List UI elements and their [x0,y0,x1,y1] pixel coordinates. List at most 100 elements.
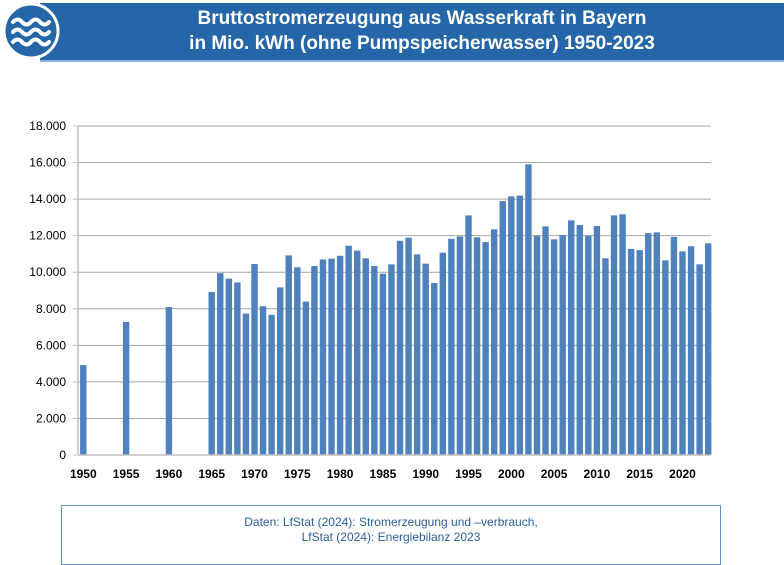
x-tick-label: 2015 [626,467,653,481]
source-line-2: LfStat (2024): Energiebilanz 2023 [301,530,481,544]
y-tick-label: 18.000 [29,119,66,133]
bar-1966 [217,273,224,455]
bar-2017 [653,232,661,455]
bar-2010 [593,225,601,455]
bar-1971 [259,306,267,455]
bar-1977 [311,266,318,455]
bar-1990 [422,263,429,455]
bar-1997 [482,242,489,455]
bar-2011 [602,258,609,455]
x-tick-label: 2005 [541,467,568,481]
water-waves-icon [2,2,60,60]
bar-1998 [490,229,498,455]
x-tick-label: 1955 [113,467,140,481]
bar-2016 [645,233,652,455]
bar-1987 [396,240,404,455]
y-tick-label: 6.000 [36,338,66,352]
bar-1968 [234,282,241,455]
bar-1982 [354,250,361,455]
bar-1967 [225,278,233,455]
bar-1992 [439,252,447,455]
bar-2013 [619,214,626,455]
source-box: Daten: LfStat (2024): Stromerzeugung und… [61,505,721,565]
y-tick-label: 10.000 [29,265,66,279]
bar-1993 [448,238,455,455]
x-tick-label: 2000 [498,467,525,481]
x-tick-label: 1995 [455,467,482,481]
bar-1978 [319,259,327,455]
bar-1974 [285,255,292,455]
bar-chart: 0 2.000 4.000 6.000 8.000 10.000 12.000 14.000 1… [29,119,712,481]
bar-2007 [568,220,575,455]
bar-2019 [670,236,678,455]
source-text: Daten: LfStat (2024): Stromerzeugung und… [62,515,720,545]
bar-2008 [576,225,583,455]
bar-2001 [516,195,524,455]
page-title: Bruttostromerzeugung aus Wasserkraft in … [60,6,784,56]
y-tick-label: 0 [59,448,66,462]
bar-1979 [328,258,335,455]
bar-1973 [276,287,284,455]
bar-2006 [559,235,566,455]
bar-1965 [208,291,215,455]
bar-2023 [704,243,712,455]
axes [73,125,711,456]
bar-2002 [525,164,532,455]
bar-2020 [679,251,686,455]
x-tick-label: 1960 [156,467,183,481]
bar-1989 [413,254,421,455]
bar-2015 [636,250,643,455]
bar-1999 [499,201,506,455]
bar-1995 [465,215,472,455]
bar-2014 [627,249,635,455]
x-tick-label: 1985 [370,467,397,481]
bar-1972 [268,314,275,455]
source-line-1: Daten: LfStat (2024): Stromerzeugung und… [244,515,538,529]
bar-1960 [165,306,173,455]
bar-1975 [294,267,301,455]
bar-2021 [687,246,695,455]
title-line-1: Bruttostromerzeugung aus Wasserkraft in … [197,8,647,29]
y-tick-label: 4.000 [36,375,66,389]
bar-1994 [456,236,464,455]
bar-1976 [302,301,310,455]
bar-2003 [533,235,541,455]
bar-2004 [542,226,549,455]
bars [80,164,712,455]
bar-1980 [336,255,344,455]
y-tick-label: 2.000 [36,411,66,425]
bar-1985 [379,273,387,455]
bar-1955 [122,321,130,455]
x-tick-labels: 1950 1955 1960 1965 1970 1975 1980 1985 1990 1995… [70,467,696,481]
bar-1983 [362,258,369,455]
bar-2022 [696,264,703,455]
y-tick-label: 14.000 [29,192,66,206]
y-tick-labels: 0 2.000 4.000 6.000 8.000 10.000 12.000 14.000 1… [29,119,66,462]
bar-1969 [242,313,250,455]
x-tick-label: 1990 [412,467,439,481]
bar-1981 [345,245,352,455]
bar-1991 [431,283,438,455]
bar-2000 [508,196,515,455]
bar-1950 [80,365,87,455]
y-tick-label: 16.000 [29,156,66,170]
bar-1984 [371,266,378,455]
y-tick-label: 8.000 [36,302,66,316]
bar-1988 [405,237,412,455]
bar-1996 [473,237,481,455]
x-tick-label: 2020 [669,467,696,481]
bar-2005 [550,239,558,455]
bar-2018 [662,260,669,455]
x-tick-label: 1975 [284,467,311,481]
x-tick-label: 1965 [198,467,225,481]
y-tick-label: 12.000 [29,229,66,243]
bar-2009 [585,235,592,455]
bar-2012 [610,215,618,455]
x-tick-label: 1950 [70,467,97,481]
x-tick-label: 1980 [327,467,354,481]
x-tick-label: 2010 [584,467,611,481]
header-bar [40,3,784,62]
bar-1986 [388,264,395,455]
x-tick-label: 1970 [241,467,268,481]
title-line-2: in Mio. kWh (ohne Pumpspeicherwasser) 19… [189,33,655,54]
